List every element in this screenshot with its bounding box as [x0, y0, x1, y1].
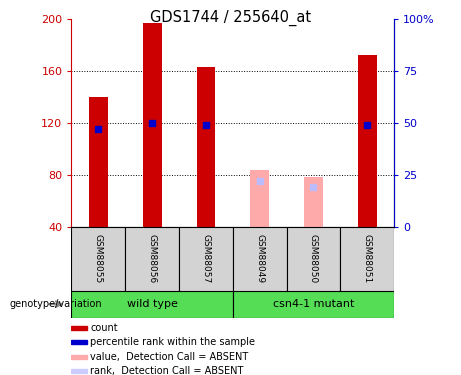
Bar [250, 170, 269, 227]
Text: csn4-1 mutant: csn4-1 mutant [273, 299, 354, 309]
Text: GSM88056: GSM88056 [148, 234, 157, 284]
Text: GSM88055: GSM88055 [94, 234, 103, 284]
Bar [125, 227, 179, 291]
Text: value,  Detection Call = ABSENT: value, Detection Call = ABSENT [90, 352, 248, 362]
Bar [358, 55, 377, 227]
Bar [340, 227, 394, 291]
Bar [71, 369, 87, 374]
Text: GDS1744 / 255640_at: GDS1744 / 255640_at [150, 9, 311, 26]
Bar [71, 340, 87, 344]
Text: rank,  Detection Call = ABSENT: rank, Detection Call = ABSENT [90, 366, 244, 375]
Bar [233, 291, 394, 318]
Text: GSM88057: GSM88057 [201, 234, 210, 284]
Text: percentile rank within the sample: percentile rank within the sample [90, 338, 255, 347]
Bar [71, 355, 87, 359]
Bar [304, 177, 323, 227]
Bar [71, 227, 125, 291]
Text: GSM88049: GSM88049 [255, 234, 264, 284]
Text: genotype/variation: genotype/variation [9, 299, 102, 309]
Bar [71, 291, 233, 318]
Bar [233, 227, 287, 291]
Bar [89, 97, 108, 227]
Bar [287, 227, 340, 291]
Text: count: count [90, 323, 118, 333]
Bar [143, 22, 161, 227]
Bar [196, 67, 215, 227]
Text: GSM88051: GSM88051 [363, 234, 372, 284]
Text: wild type: wild type [127, 299, 177, 309]
Bar [71, 326, 87, 330]
Bar [179, 227, 233, 291]
Text: GSM88050: GSM88050 [309, 234, 318, 284]
